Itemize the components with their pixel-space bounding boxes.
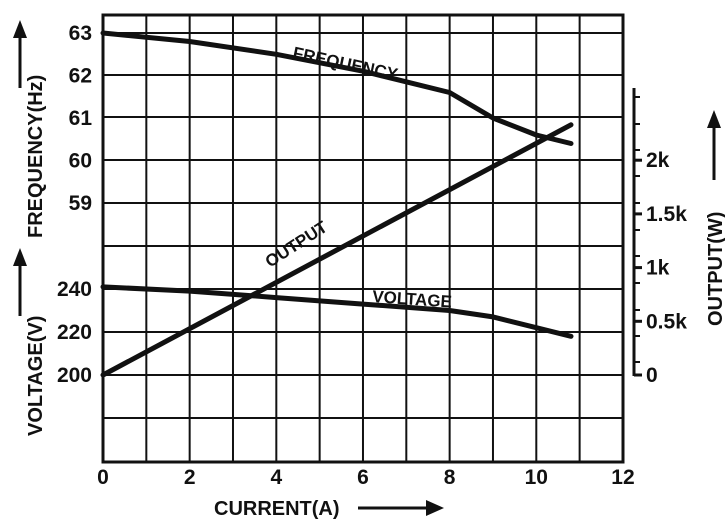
output-tick-label: 1.5k — [646, 203, 687, 226]
voltage-axis-arrow — [13, 248, 27, 316]
x-tick-label: 2 — [184, 466, 196, 489]
voltage-tick-label: 220 — [57, 321, 92, 344]
frequency-axis-arrow — [13, 20, 27, 88]
series-line-output — [100, 122, 574, 378]
output-tick-label: 2k — [646, 149, 670, 172]
voltage-axis-label: VOLTAGE(V) — [25, 316, 47, 436]
frequency-tick-label: 59 — [69, 192, 92, 215]
series-lines — [100, 30, 574, 378]
axis-lines — [632, 88, 642, 377]
voltage-tick-label: 200 — [57, 364, 92, 387]
grid-lines — [103, 15, 623, 462]
x-tick-label: 10 — [525, 466, 548, 489]
x-tick-label: 4 — [270, 466, 282, 489]
series-label-frequency: FREQUENCY — [291, 43, 400, 84]
x-tick-label: 6 — [357, 466, 369, 489]
x-axis-label: CURRENT(A) — [214, 498, 340, 520]
x-tick-label: 12 — [611, 466, 634, 489]
series-line-frequency — [100, 30, 574, 146]
series-line-voltage — [100, 284, 574, 339]
series-label-output: OUTPUT — [262, 217, 331, 271]
frequency-axis-label: FREQUENCY(Hz) — [25, 75, 47, 238]
output-tick-label: 1k — [646, 257, 670, 280]
x-tick-label: 0 — [97, 466, 109, 489]
voltage-tick-label: 240 — [57, 278, 92, 301]
output-tick-label: 0.5k — [646, 310, 687, 333]
output-axis-label: OUTPUT(W) — [705, 212, 725, 326]
output-axis-arrow — [707, 110, 721, 180]
tick-labels: 0 2 4 6 8 10 12 59 60 61 62 63 200 220 240 0 0.5k 1k 1.5k 2… — [57, 22, 687, 489]
frequency-tick-label: 63 — [69, 22, 92, 45]
x-axis-arrow — [358, 500, 444, 516]
output-tick-label: 0 — [646, 364, 658, 387]
x-tick-label: 8 — [444, 466, 456, 489]
frequency-tick-label: 60 — [69, 150, 92, 173]
plot-frame — [101, 13, 625, 464]
frequency-tick-label: 61 — [69, 107, 93, 130]
frequency-tick-label: 62 — [69, 65, 92, 88]
